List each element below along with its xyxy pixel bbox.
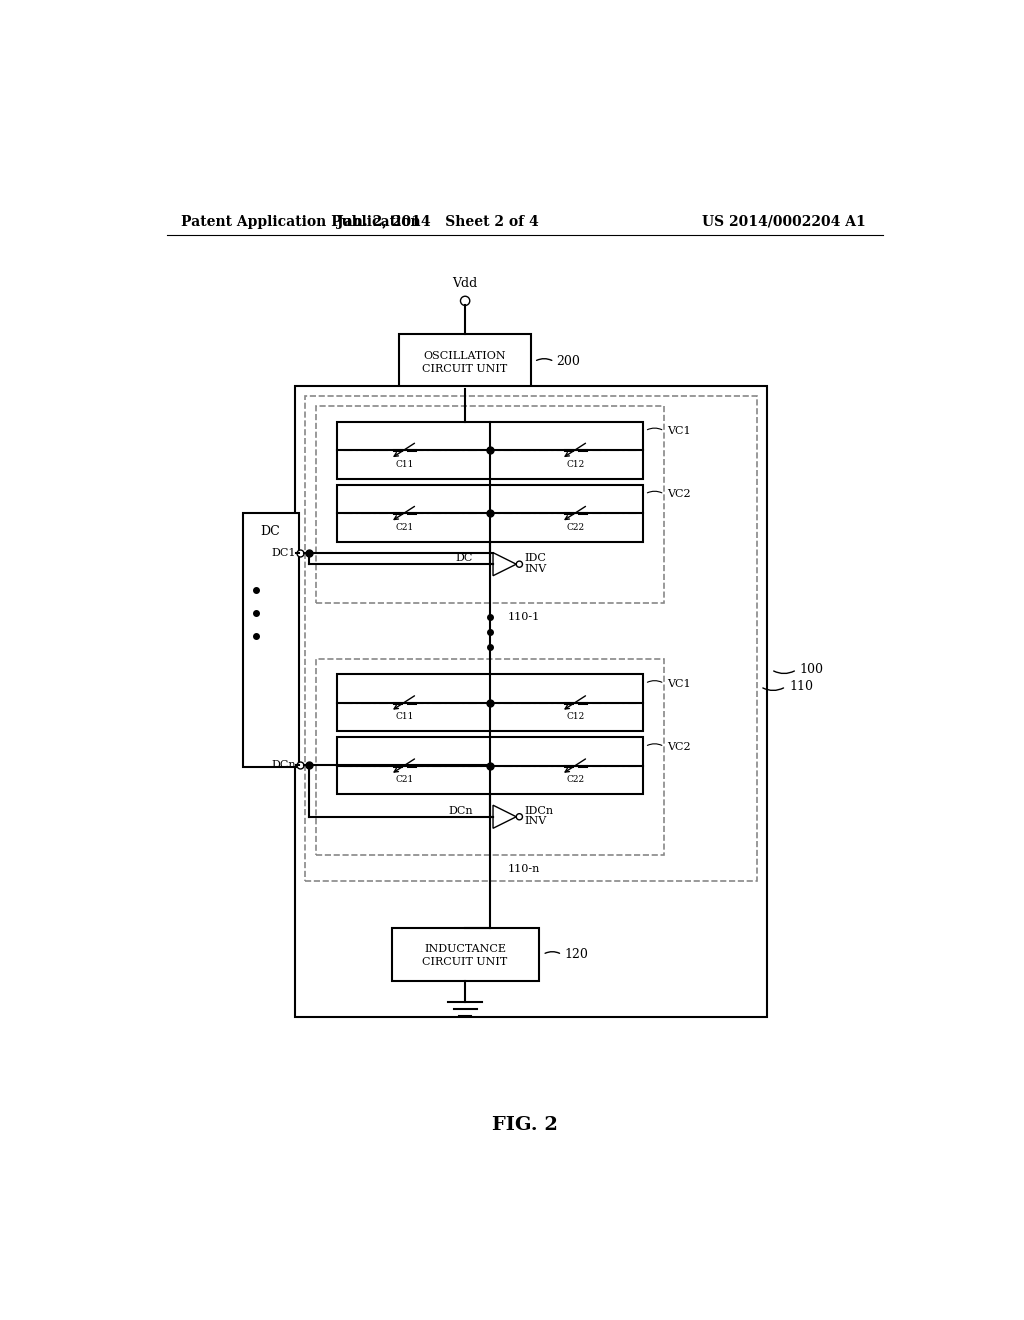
- Text: OSCILLATION: OSCILLATION: [424, 351, 507, 362]
- Text: VC2: VC2: [667, 742, 690, 751]
- FancyBboxPatch shape: [243, 512, 299, 767]
- FancyBboxPatch shape: [337, 675, 643, 731]
- Text: CIRCUIT UNIT: CIRCUIT UNIT: [423, 957, 508, 966]
- Text: C11: C11: [395, 459, 414, 469]
- Text: C21: C21: [395, 775, 414, 784]
- Text: C12: C12: [566, 459, 585, 469]
- FancyBboxPatch shape: [337, 484, 643, 543]
- Text: C21: C21: [395, 523, 414, 532]
- Text: 110-1: 110-1: [507, 612, 540, 622]
- Text: Patent Application Publication: Patent Application Publication: [180, 215, 420, 228]
- Text: IDC: IDC: [524, 553, 546, 564]
- Text: C11: C11: [395, 713, 414, 721]
- Text: DCn: DCn: [449, 805, 473, 816]
- Text: INV: INV: [524, 564, 546, 574]
- Text: 120: 120: [564, 948, 588, 961]
- Text: 100: 100: [800, 663, 824, 676]
- Text: 110-n: 110-n: [507, 865, 540, 874]
- Text: Jan. 2, 2014   Sheet 2 of 4: Jan. 2, 2014 Sheet 2 of 4: [337, 215, 539, 228]
- FancyBboxPatch shape: [399, 334, 531, 389]
- Text: VC2: VC2: [667, 490, 690, 499]
- Text: INV: INV: [524, 816, 546, 826]
- Text: IDCn: IDCn: [524, 805, 553, 816]
- FancyBboxPatch shape: [337, 738, 643, 795]
- Text: C12: C12: [566, 713, 585, 721]
- Text: C22: C22: [566, 775, 585, 784]
- Text: US 2014/0002204 A1: US 2014/0002204 A1: [701, 215, 865, 228]
- Text: VC1: VC1: [667, 426, 690, 436]
- Text: Vdd: Vdd: [453, 277, 478, 289]
- Text: 200: 200: [557, 355, 581, 368]
- FancyBboxPatch shape: [391, 928, 539, 981]
- Text: FIG. 2: FIG. 2: [492, 1115, 558, 1134]
- Text: DC1: DC1: [271, 548, 296, 558]
- FancyBboxPatch shape: [337, 422, 643, 479]
- Text: VC1: VC1: [667, 678, 690, 689]
- Text: DCn: DCn: [271, 760, 296, 770]
- Text: CIRCUIT UNIT: CIRCUIT UNIT: [423, 363, 508, 374]
- Text: C22: C22: [566, 523, 585, 532]
- Text: DC: DC: [456, 553, 473, 564]
- Text: DC: DC: [261, 525, 281, 539]
- FancyBboxPatch shape: [295, 385, 767, 1016]
- Text: INDUCTANCE: INDUCTANCE: [424, 944, 506, 954]
- Text: 110: 110: [790, 680, 813, 693]
